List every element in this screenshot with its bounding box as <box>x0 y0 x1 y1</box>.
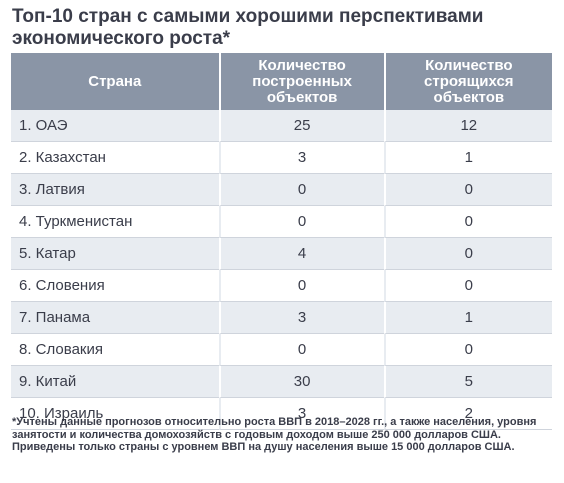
built-cell: 3 <box>218 302 384 334</box>
building-cell: 0 <box>383 206 552 238</box>
building-cell: 12 <box>383 110 552 142</box>
country-cell: 2. Казахстан <box>11 142 219 174</box>
built-cell: 0 <box>218 334 384 366</box>
page-title: Топ-10 стран с самыми хорошими перспекти… <box>12 6 484 49</box>
header-building-objects: Количество строящихся объектов <box>383 53 552 110</box>
table-row: 4. Туркменистан 0 0 <box>11 206 552 238</box>
country-cell: 3. Латвия <box>11 174 219 206</box>
header-built-objects: Количество построенных объектов <box>218 53 384 110</box>
built-cell: 0 <box>218 270 384 302</box>
built-cell: 30 <box>218 366 384 398</box>
country-cell: 7. Панама <box>11 302 219 334</box>
built-cell: 25 <box>218 110 384 142</box>
table-row: 9. Китай 30 5 <box>11 366 552 398</box>
building-cell: 0 <box>383 174 552 206</box>
header-country: Страна <box>11 53 219 110</box>
building-cell: 1 <box>383 302 552 334</box>
country-cell: 9. Китай <box>11 366 219 398</box>
table-row: 7. Панама 3 1 <box>11 302 552 334</box>
table-header-row: Страна Количество построенных объектов К… <box>11 53 552 110</box>
country-cell: 10. Израиль <box>11 398 219 430</box>
built-cell: 0 <box>218 174 384 206</box>
country-cell: 1. ОАЭ <box>11 110 219 142</box>
country-cell: 5. Катар <box>11 238 219 270</box>
table-row: 2. Казахстан 3 1 <box>11 142 552 174</box>
country-cell: 4. Туркменистан <box>11 206 219 238</box>
table-row: 8. Словакия 0 0 <box>11 334 552 366</box>
building-cell: 0 <box>383 270 552 302</box>
table-row: 1. ОАЭ 25 12 <box>11 110 552 142</box>
footnote: *Учтены данные прогнозов относительно ро… <box>12 416 537 453</box>
building-cell: 0 <box>383 334 552 366</box>
building-cell: 2 <box>383 398 552 430</box>
built-cell: 4 <box>218 238 384 270</box>
built-cell: 0 <box>218 206 384 238</box>
country-cell: 8. Словакия <box>11 334 219 366</box>
countries-table: Страна Количество построенных объектов К… <box>11 53 552 430</box>
table-row: 6. Словения 0 0 <box>11 270 552 302</box>
built-cell: 3 <box>218 398 384 430</box>
built-cell: 3 <box>218 142 384 174</box>
building-cell: 5 <box>383 366 552 398</box>
building-cell: 1 <box>383 142 552 174</box>
building-cell: 0 <box>383 238 552 270</box>
table-row: 3. Латвия 0 0 <box>11 174 552 206</box>
country-cell: 6. Словения <box>11 270 219 302</box>
table-row: 5. Катар 4 0 <box>11 238 552 270</box>
table-row: 10. Израиль 3 2 <box>11 398 552 430</box>
